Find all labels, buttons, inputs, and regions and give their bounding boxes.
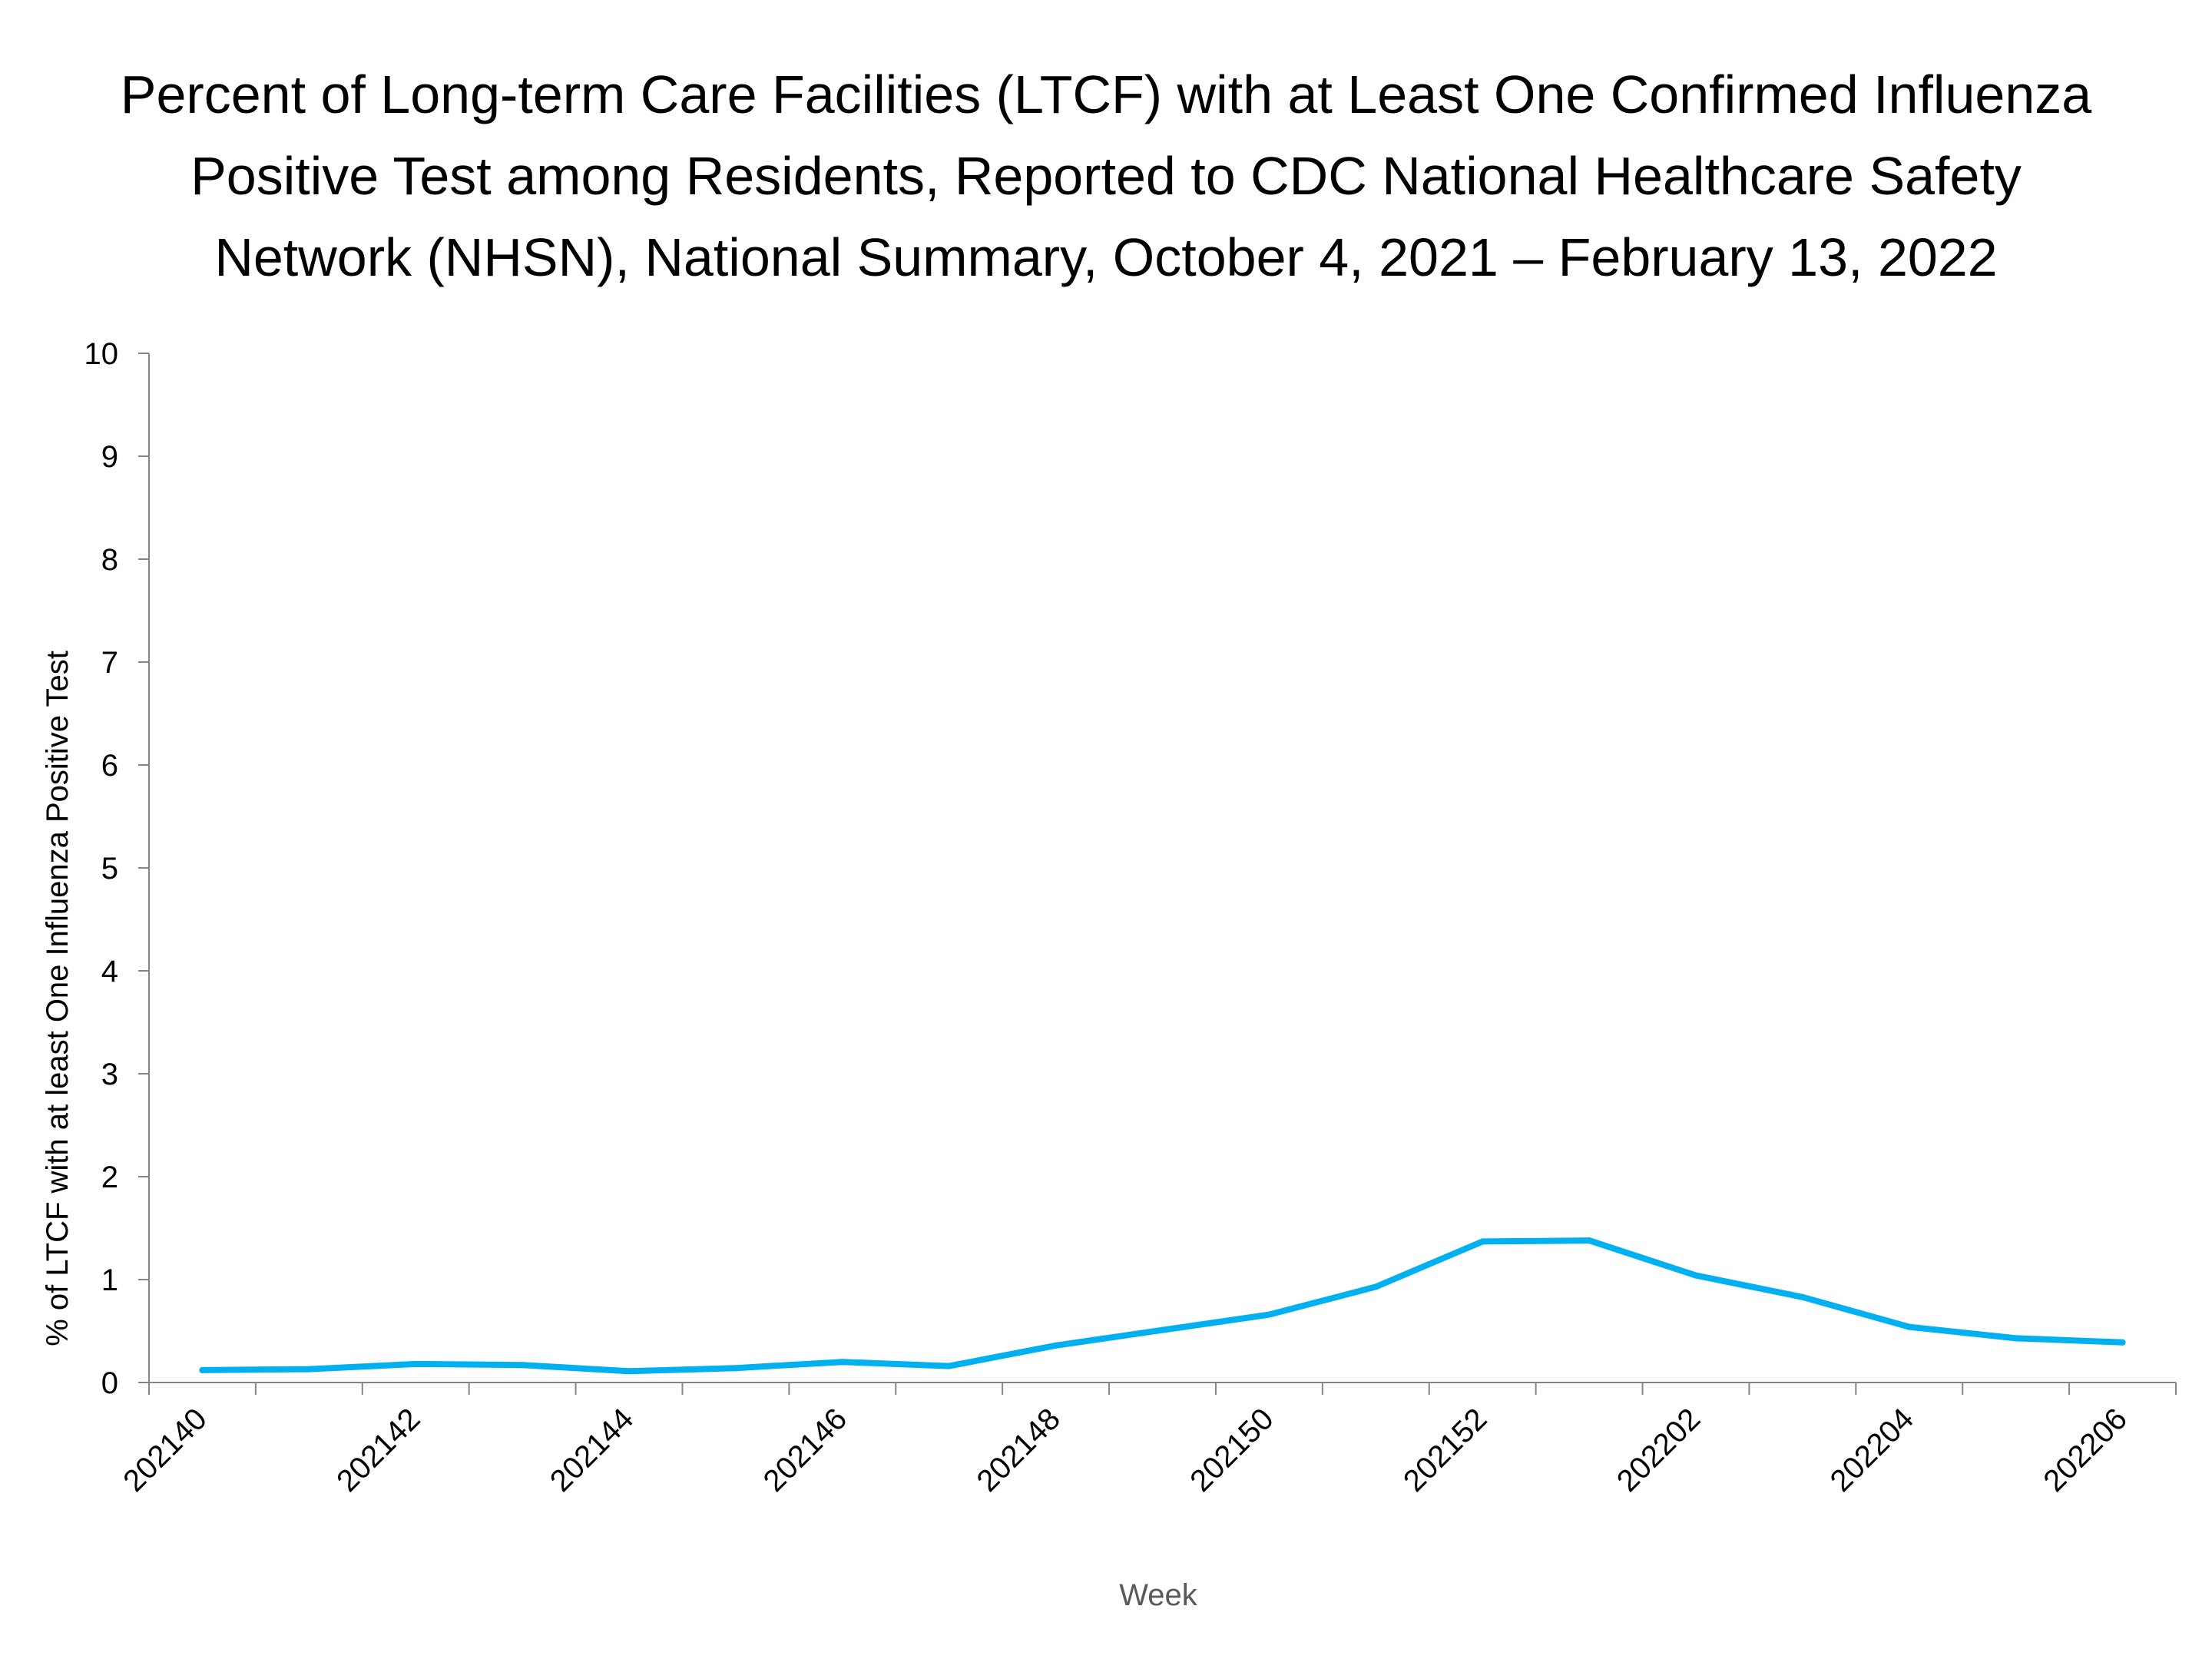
y-tick-label: 3 bbox=[101, 1058, 118, 1091]
y-axis-title: % of LTCF with at least One Influenza Po… bbox=[41, 651, 75, 1346]
data-point bbox=[839, 1359, 846, 1366]
data-point bbox=[1692, 1272, 1699, 1279]
x-tick-label: 202140 bbox=[117, 1402, 214, 1498]
data-point bbox=[306, 1366, 313, 1373]
y-tick-label: 8 bbox=[101, 543, 118, 577]
x-tick-label: 202148 bbox=[970, 1402, 1067, 1498]
data-point bbox=[945, 1363, 952, 1369]
x-axis-title: Week bbox=[1119, 1578, 1198, 1612]
y-tick-label: 4 bbox=[101, 955, 118, 988]
x-axis: 202140 202142 202144 202146 202148 202150 2021… bbox=[117, 1382, 2177, 1498]
x-tick-label: 202150 bbox=[1184, 1402, 1280, 1498]
data-point bbox=[412, 1360, 419, 1367]
data-point bbox=[732, 1365, 739, 1372]
x-tick-label: 202202 bbox=[1611, 1402, 1707, 1498]
chart-title-line-1: Percent of Long-term Care Facilities (LT… bbox=[120, 65, 2092, 124]
data-point bbox=[1586, 1237, 1593, 1244]
data-point bbox=[626, 1368, 633, 1375]
y-tick-label: 10 bbox=[84, 337, 119, 371]
y-axis: 0 1 2 3 4 5 6 7 8 9 10 bbox=[84, 337, 150, 1400]
data-point bbox=[1906, 1323, 1912, 1330]
chart-title-line-3: Network (NHSN), National Summary, Octobe… bbox=[214, 227, 1998, 287]
series-group bbox=[199, 1237, 2126, 1375]
x-tick-label: 202206 bbox=[2037, 1402, 2134, 1498]
data-point bbox=[1052, 1342, 1059, 1349]
data-point bbox=[2119, 1339, 2126, 1346]
chart-title: Percent of Long-term Care Facilities (LT… bbox=[0, 54, 2212, 298]
y-tick-label: 1 bbox=[101, 1263, 118, 1297]
data-point bbox=[1373, 1283, 1379, 1290]
data-point bbox=[1266, 1311, 1273, 1318]
data-point bbox=[199, 1366, 206, 1373]
x-tick-label: 202152 bbox=[1397, 1402, 1494, 1498]
y-tick-label: 9 bbox=[101, 440, 118, 474]
y-tick-label: 6 bbox=[101, 749, 118, 783]
x-tick-label: 202144 bbox=[544, 1402, 641, 1498]
data-point bbox=[1799, 1293, 1806, 1300]
chart-title-line-2: Positive Test among Residents, Reported … bbox=[190, 146, 2022, 206]
data-point bbox=[519, 1362, 526, 1369]
series-line bbox=[199, 1237, 2126, 1375]
x-tick-label: 202142 bbox=[330, 1402, 427, 1498]
y-tick-label: 5 bbox=[101, 852, 118, 886]
data-point bbox=[2012, 1335, 2019, 1342]
y-tick-label: 0 bbox=[101, 1366, 118, 1400]
x-tick-label: 202204 bbox=[1824, 1402, 1921, 1498]
y-tick-label: 2 bbox=[101, 1161, 118, 1194]
x-tick-label: 202146 bbox=[757, 1402, 854, 1498]
y-tick-label: 7 bbox=[101, 646, 118, 680]
data-point bbox=[1159, 1326, 1166, 1333]
data-point bbox=[1479, 1238, 1486, 1245]
